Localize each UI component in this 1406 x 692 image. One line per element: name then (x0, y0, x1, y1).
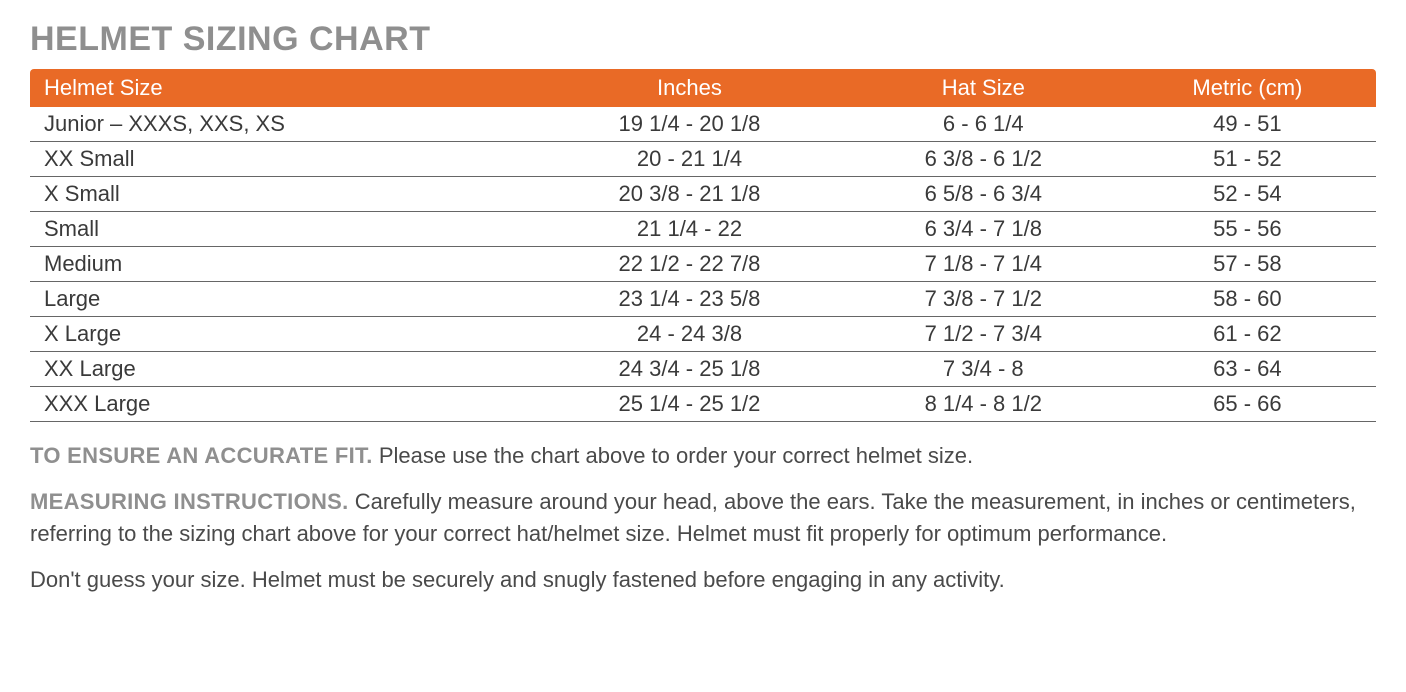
table-cell: X Small (30, 177, 531, 212)
table-cell: 19 1/4 - 20 1/8 (531, 107, 848, 142)
table-cell: XX Large (30, 352, 531, 387)
table-cell: Medium (30, 247, 531, 282)
table-cell: 57 - 58 (1119, 247, 1376, 282)
table-header: Helmet SizeInchesHat SizeMetric (cm) (30, 69, 1376, 107)
table-body: Junior – XXXS, XXS, XS19 1/4 - 20 1/86 -… (30, 107, 1376, 422)
table-cell: 52 - 54 (1119, 177, 1376, 212)
table-cell: Large (30, 282, 531, 317)
table-row: Large23 1/4 - 23 5/87 3/8 - 7 1/258 - 60 (30, 282, 1376, 317)
table-cell: 63 - 64 (1119, 352, 1376, 387)
table-row: Medium22 1/2 - 22 7/87 1/8 - 7 1/457 - 5… (30, 247, 1376, 282)
table-cell: Small (30, 212, 531, 247)
table-cell: 23 1/4 - 23 5/8 (531, 282, 848, 317)
table-row: Small21 1/4 - 226 3/4 - 7 1/855 - 56 (30, 212, 1376, 247)
table-row: XX Large24 3/4 - 25 1/87 3/4 - 863 - 64 (30, 352, 1376, 387)
table-cell: 7 3/8 - 7 1/2 (848, 282, 1119, 317)
table-cell: 25 1/4 - 25 1/2 (531, 387, 848, 422)
note-warning: Don't guess your size. Helmet must be se… (30, 564, 1376, 596)
table-cell: 24 3/4 - 25 1/8 (531, 352, 848, 387)
column-header: Hat Size (848, 69, 1119, 107)
note-accurate-fit: TO ENSURE AN ACCURATE FIT. Please use th… (30, 440, 1376, 472)
table-cell: 6 - 6 1/4 (848, 107, 1119, 142)
note-lead: MEASURING INSTRUCTIONS. (30, 489, 349, 514)
column-header: Metric (cm) (1119, 69, 1376, 107)
table-cell: 65 - 66 (1119, 387, 1376, 422)
table-cell: 7 3/4 - 8 (848, 352, 1119, 387)
table-cell: XX Small (30, 142, 531, 177)
table-cell: 7 1/2 - 7 3/4 (848, 317, 1119, 352)
table-row: Junior – XXXS, XXS, XS19 1/4 - 20 1/86 -… (30, 107, 1376, 142)
sizing-table: Helmet SizeInchesHat SizeMetric (cm) Jun… (30, 69, 1376, 422)
note-body: Please use the chart above to order your… (373, 443, 973, 468)
table-cell: 21 1/4 - 22 (531, 212, 848, 247)
note-lead: TO ENSURE AN ACCURATE FIT. (30, 443, 373, 468)
page-title: HELMET SIZING CHART (30, 20, 1376, 59)
table-cell: 20 - 21 1/4 (531, 142, 848, 177)
table-row: XX Small20 - 21 1/46 3/8 - 6 1/251 - 52 (30, 142, 1376, 177)
table-cell: 61 - 62 (1119, 317, 1376, 352)
table-cell: 8 1/4 - 8 1/2 (848, 387, 1119, 422)
note-measuring: MEASURING INSTRUCTIONS. Carefully measur… (30, 486, 1376, 550)
column-header: Helmet Size (30, 69, 531, 107)
table-cell: 51 - 52 (1119, 142, 1376, 177)
table-row: XXX Large25 1/4 - 25 1/28 1/4 - 8 1/265 … (30, 387, 1376, 422)
notes-section: TO ENSURE AN ACCURATE FIT. Please use th… (30, 440, 1376, 596)
table-cell: 22 1/2 - 22 7/8 (531, 247, 848, 282)
table-cell: 6 3/4 - 7 1/8 (848, 212, 1119, 247)
table-cell: 55 - 56 (1119, 212, 1376, 247)
table-cell: 49 - 51 (1119, 107, 1376, 142)
table-cell: 7 1/8 - 7 1/4 (848, 247, 1119, 282)
column-header: Inches (531, 69, 848, 107)
table-cell: 6 5/8 - 6 3/4 (848, 177, 1119, 212)
table-cell: 24 - 24 3/8 (531, 317, 848, 352)
table-row: X Large24 - 24 3/87 1/2 - 7 3/461 - 62 (30, 317, 1376, 352)
table-cell: Junior – XXXS, XXS, XS (30, 107, 531, 142)
table-cell: 20 3/8 - 21 1/8 (531, 177, 848, 212)
table-cell: X Large (30, 317, 531, 352)
table-cell: XXX Large (30, 387, 531, 422)
table-cell: 6 3/8 - 6 1/2 (848, 142, 1119, 177)
table-cell: 58 - 60 (1119, 282, 1376, 317)
table-row: X Small20 3/8 - 21 1/86 5/8 - 6 3/452 - … (30, 177, 1376, 212)
